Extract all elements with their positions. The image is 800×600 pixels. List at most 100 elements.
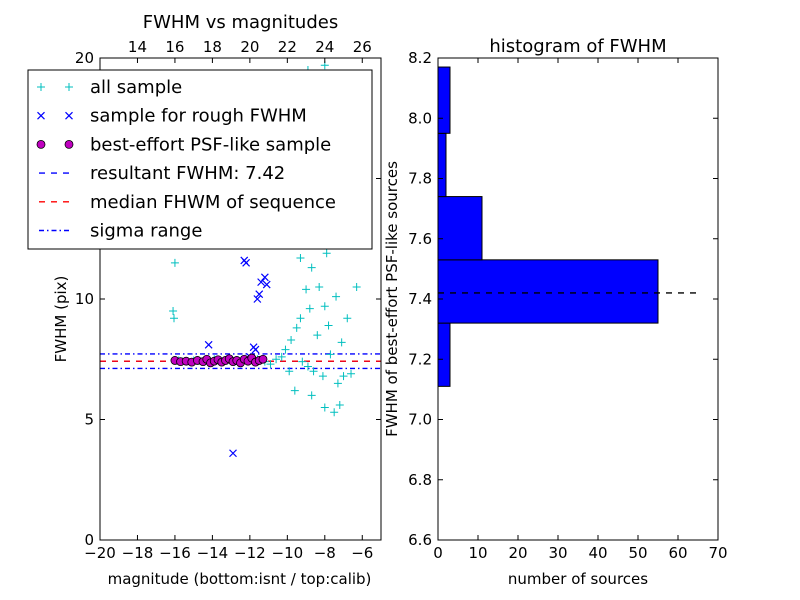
all-sample-point: [298, 357, 307, 366]
scatter-y-label: FWHM (pix): [52, 276, 70, 363]
scatter-x-label: magnitude (bottom:isnt / top:calib): [108, 570, 372, 588]
hist-y-tick-label: 8.0: [408, 109, 432, 127]
x-tick-label: −20: [84, 544, 116, 562]
all-sample-point: [326, 350, 335, 359]
scatter-title: FWHM vs magnitudes: [143, 12, 338, 33]
x-tick-label: −14: [197, 544, 229, 562]
histogram-x-label: number of sources: [508, 570, 648, 588]
all-sample-point: [315, 282, 324, 291]
x-tick-label: −10: [272, 544, 304, 562]
all-sample-point: [169, 314, 178, 323]
all-sample-point: [320, 302, 329, 311]
hist-y-tick-label: 7.4: [408, 290, 432, 308]
legend-marker-all-sample: [65, 83, 73, 91]
all-sample-point: [281, 345, 290, 354]
all-sample-point: [339, 372, 348, 381]
all-sample-point: [320, 403, 329, 412]
hist-y-tick-label: 6.6: [408, 531, 432, 549]
hist-x-tick-label: 0: [433, 544, 443, 562]
histogram-bar: [437, 196, 483, 261]
legend-label-best-effort-psf-like-sample: best-effort PSF-like sample: [90, 134, 331, 155]
hist-y-tick-label: 7.2: [408, 350, 432, 368]
x-tick-label: −8: [314, 544, 336, 562]
hist-x-tick-label: 50: [628, 544, 647, 562]
x-tick-label: −6: [351, 544, 373, 562]
all-sample-point: [307, 391, 316, 400]
sample-for-rough-fwhm-point: [229, 449, 237, 458]
all-sample-point: [347, 369, 356, 378]
all-sample-point: [333, 379, 342, 388]
sample-for-rough-fwhm-point: [255, 290, 264, 299]
x-tick-label: −16: [159, 544, 191, 562]
all-sample-point: [302, 285, 311, 294]
sample-for-rough-fwhm-point: [251, 345, 260, 354]
all-sample-point: [169, 307, 178, 316]
all-sample-point: [343, 314, 352, 323]
scatter-panel: −20 −18 −16 −14 −12 −10 −8 −6 14 16 18 20 22 24 26 0 5 10…: [27, 12, 382, 588]
hist-y-tick-label: 7.0: [408, 411, 432, 429]
all-sample-point: [266, 360, 275, 369]
all-sample-point: [290, 386, 299, 395]
histogram-bar: [437, 259, 659, 324]
sample-for-rough-fwhm-point: [257, 278, 266, 287]
hist-x-tick-label: 30: [548, 544, 567, 562]
all-sample-point: [292, 323, 301, 332]
legend-box: [27, 69, 373, 250]
top-tick-label: 22: [278, 38, 297, 56]
all-sample-point: [285, 367, 294, 376]
all-sample-point: [296, 254, 305, 263]
all-sample-point: [309, 367, 318, 376]
sample-for-rough-fwhm-point: [204, 340, 213, 349]
hist-x-tick-label: 70: [708, 544, 727, 562]
all-sample-point: [272, 355, 281, 364]
y-tick-label: 20: [75, 49, 94, 67]
legend-label-sample-for-rough-fwhm: sample for rough FWHM: [90, 106, 307, 127]
sample-for-rough-fwhm-point: [262, 280, 271, 289]
top-tick-label: 24: [315, 38, 334, 56]
all-sample-point: [170, 258, 179, 267]
best-effort-psf-like-sample-point: [258, 354, 268, 364]
legend-label-median-fhwm-of-sequence: median FHWM of sequence: [90, 192, 336, 213]
hist-x-tick-label: 20: [508, 544, 527, 562]
top-tick-label: 26: [353, 38, 372, 56]
scatter-legend: all sample sample for rough FWHM best-effo…: [27, 69, 373, 250]
y-tick-label: 5: [84, 411, 94, 429]
histogram-bar: [437, 322, 451, 387]
all-sample-point: [318, 372, 327, 381]
sample-for-rough-fwhm-point: [260, 273, 269, 282]
x-tick-label: −12: [234, 544, 266, 562]
all-sample-point: [335, 401, 344, 410]
y-tick-label: 10: [75, 290, 94, 308]
all-sample-point: [332, 292, 341, 301]
legend-marker-sample-for-rough-fwhm: [65, 111, 73, 120]
legend-marker-best-effort-psf-like-sample: [36, 139, 46, 149]
legend-marker-all-sample: [37, 83, 45, 91]
top-tick-label: 14: [128, 38, 147, 56]
legend-marker-best-effort-psf-like-sample: [64, 139, 74, 149]
histogram-panel: 0 10 20 30 40 50 60 70 6.6 6.8 7.0 7.2 7.4 7.6 7.8 8.0 8…: [383, 36, 728, 588]
all-sample-point: [322, 249, 331, 258]
histogram-y-label: FWHM of best-effort PSF-like sources: [383, 161, 401, 437]
top-tick-label: 20: [240, 38, 259, 56]
histogram-title: histogram of FWHM: [489, 36, 666, 57]
all-sample-point: [313, 331, 322, 340]
all-sample-point: [352, 282, 361, 291]
all-sample-point: [337, 338, 346, 347]
all-sample-point: [303, 362, 312, 371]
all-sample-point: [330, 408, 339, 417]
all-sample-point: [277, 352, 286, 361]
hist-y-tick-label: 7.8: [408, 170, 432, 188]
all-sample-point: [324, 321, 333, 330]
hist-y-tick-label: 6.8: [408, 471, 432, 489]
all-sample-point: [305, 304, 314, 313]
sample-for-rough-fwhm-point: [253, 295, 262, 303]
hist-y-tick-label: 8.2: [408, 49, 432, 67]
legend-marker-sample-for-rough-fwhm: [37, 111, 45, 120]
top-tick-label: 16: [165, 38, 184, 56]
hist-x-tick-label: 40: [588, 544, 607, 562]
all-sample-point: [307, 263, 316, 272]
legend-label-sigma-range: sigma range: [90, 221, 202, 242]
histogram-bar: [437, 132, 447, 198]
